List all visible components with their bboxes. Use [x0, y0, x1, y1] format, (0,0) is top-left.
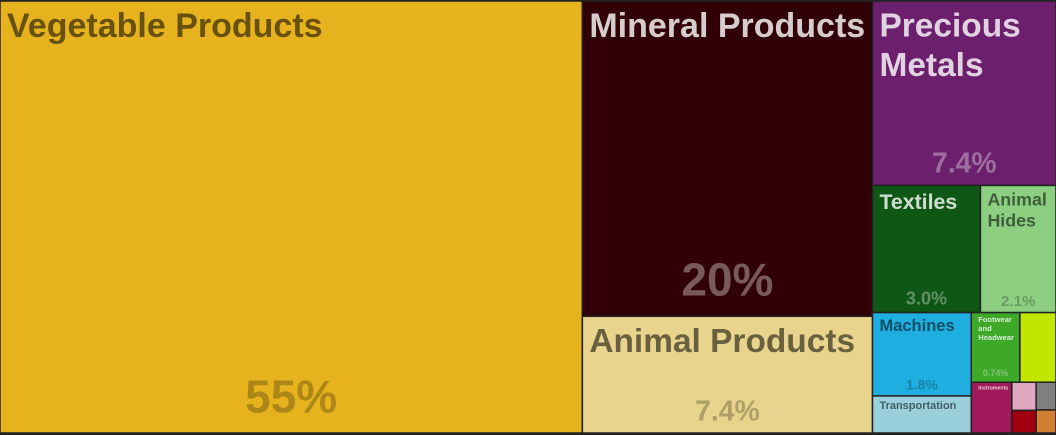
tile-label-line: Vegetable Products	[7, 7, 323, 45]
tile-value: 7.4%	[932, 147, 997, 179]
tile-label-line: Headwear	[978, 333, 1014, 342]
tile-label-line: Animal Products	[589, 323, 855, 360]
tile	[979, 184, 1056, 314]
tile	[970, 381, 1013, 434]
tile	[1035, 409, 1056, 434]
tile-value: 2.1%	[1001, 293, 1035, 310]
tile-label-line: and	[978, 324, 992, 333]
tile-label: Textiles	[879, 190, 957, 214]
tile-label-line: Metals	[879, 47, 983, 84]
tile-label: Footwear and Headwear	[978, 315, 1014, 342]
tile-value: 0.74%	[983, 368, 1008, 378]
tile-label-line: Footwear	[978, 315, 1012, 324]
tile-value: 3.0%	[906, 288, 947, 308]
tile-label: Animal Hides	[987, 189, 1046, 230]
tile	[1019, 311, 1056, 383]
tile	[0, 0, 584, 434]
tile-value: 1.8%	[906, 377, 938, 393]
tile	[581, 0, 874, 318]
tile-label: Vegetable Products	[7, 7, 323, 45]
tile-label: Mineral Products	[589, 7, 865, 45]
tile-label-line: Transportation	[879, 400, 956, 412]
tile-label: Animal Products	[589, 323, 855, 360]
tile	[581, 315, 874, 434]
tile-label: Precious Metals	[879, 7, 1020, 83]
tile-label-line: Machines	[879, 317, 954, 335]
tile	[1011, 409, 1037, 434]
tile-label: Instruments	[978, 385, 1008, 391]
tile-value: 55%	[245, 370, 337, 422]
tile-label-line: Instruments	[978, 385, 1008, 391]
tile-value: 20%	[681, 254, 773, 306]
tile	[871, 395, 973, 434]
tile-label-line: Hides	[987, 210, 1036, 230]
tile	[871, 311, 973, 397]
tile-label: Transportation	[879, 400, 956, 412]
tile	[1035, 381, 1056, 411]
tile-label: Machines	[879, 317, 954, 335]
tile	[970, 311, 1021, 383]
tile-label-line: Precious	[879, 7, 1020, 44]
tile-label-line: Mineral Products	[589, 7, 865, 45]
tile-value: 7.4%	[695, 394, 760, 426]
tile	[1011, 381, 1037, 412]
tile-label-line: Textiles	[879, 190, 957, 214]
tile-label-line: Animal	[987, 189, 1046, 209]
